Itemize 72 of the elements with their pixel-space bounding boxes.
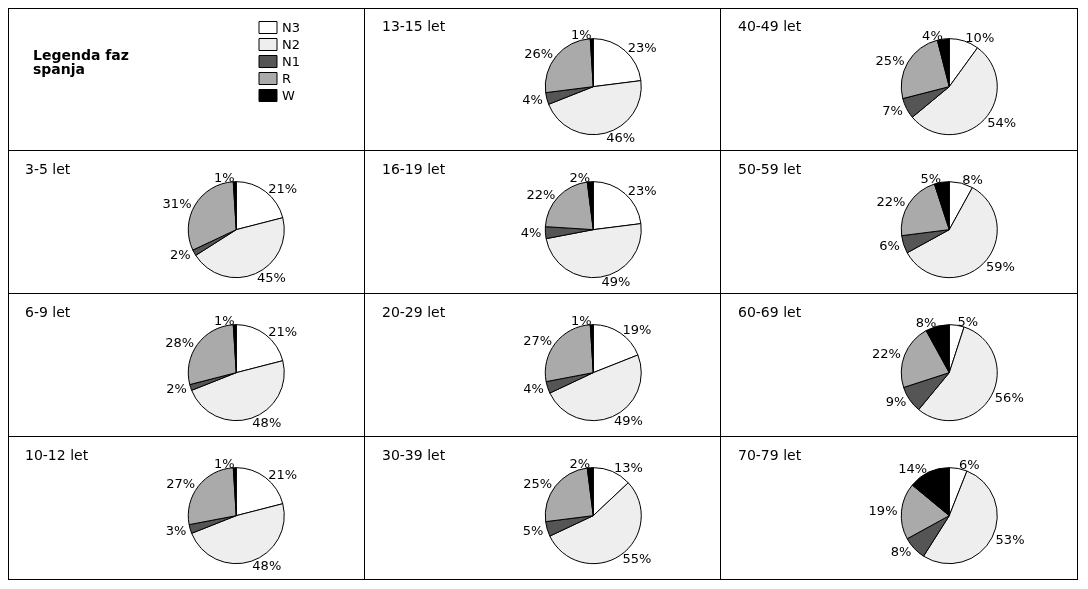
data-label: 21% — [268, 181, 298, 197]
data-label: 19% — [622, 322, 652, 338]
data-label: 1% — [214, 313, 235, 329]
chart-title: 50-59 let — [738, 161, 802, 177]
data-label: 5% — [957, 313, 979, 329]
data-label: 48% — [252, 414, 282, 430]
data-label: 5% — [522, 522, 543, 538]
data-label: 53% — [995, 531, 1025, 547]
data-label: 25% — [522, 476, 552, 492]
data-label: 25% — [875, 52, 905, 68]
data-label: 55% — [622, 551, 652, 567]
legend-label: N3 — [282, 20, 300, 35]
data-label: 13% — [613, 460, 643, 476]
data-label: 49% — [613, 412, 643, 428]
data-label: 1% — [570, 27, 592, 43]
data-label: 27% — [166, 476, 196, 492]
data-label: 2% — [166, 381, 187, 397]
data-label: 6% — [959, 457, 980, 473]
chart-title: 16-19 let — [381, 161, 446, 177]
legend-title: Legenda faz spanja — [33, 47, 134, 77]
chart-title: 70-79 let — [738, 447, 802, 463]
legend-label: N2 — [282, 37, 300, 52]
data-label: 2% — [170, 247, 191, 263]
data-label: 48% — [252, 557, 282, 573]
data-label: 28% — [165, 334, 195, 350]
data-label: 1% — [570, 313, 592, 329]
data-label: 5% — [920, 170, 942, 186]
data-label: 7% — [882, 102, 904, 118]
data-label: 1% — [214, 170, 235, 186]
chart-title: 40-49 let — [738, 18, 802, 34]
data-label: 56% — [995, 390, 1025, 406]
text: 3-5 let — [25, 161, 71, 177]
data-label: 4% — [520, 225, 542, 241]
data-label: 26% — [523, 46, 553, 61]
data-label: 22% — [876, 194, 906, 210]
data-label: 6% — [879, 238, 901, 254]
data-label: 22% — [872, 346, 902, 362]
data-label: 2% — [569, 456, 590, 472]
data-label: 4% — [922, 27, 944, 43]
chart-title: 60-69 let — [738, 304, 802, 320]
chart-title: 20-29 let — [381, 304, 446, 320]
data-label: 8% — [916, 314, 937, 330]
data-label: 31% — [162, 195, 192, 211]
data-label: 3% — [165, 522, 187, 538]
data-label: 45% — [256, 269, 286, 285]
chart-title: 30-39 let — [381, 447, 446, 463]
legend-label: N1 — [282, 54, 300, 69]
data-label: 23% — [627, 40, 657, 56]
data-label: 4% — [521, 92, 543, 108]
data-label: 19% — [868, 503, 898, 519]
data-label: 21% — [268, 467, 298, 483]
data-label: 49% — [601, 273, 630, 289]
data-label: 8% — [962, 171, 984, 187]
data-label: 8% — [891, 543, 912, 559]
data-label: 59% — [986, 258, 1016, 274]
data-label: 1% — [214, 456, 235, 472]
data-label: 14% — [898, 461, 928, 477]
data-label: 4% — [522, 381, 544, 397]
data-label: 9% — [885, 394, 907, 410]
data-label: 27% — [522, 333, 552, 349]
data-label: 23% — [627, 183, 657, 199]
data-label: 46% — [605, 129, 635, 145]
chart-title: 10-12 let — [25, 447, 89, 463]
data-label: 22% — [526, 186, 556, 202]
chart-title: 13-15 let — [381, 18, 446, 34]
text: 6-9 let — [25, 304, 71, 320]
legend-label: R — [282, 71, 292, 86]
data-label: 54% — [987, 114, 1017, 130]
data-label: 21% — [268, 324, 298, 340]
data-label: 10% — [965, 29, 995, 45]
legend-label: W — [282, 88, 295, 103]
data-label: 2% — [569, 170, 590, 186]
